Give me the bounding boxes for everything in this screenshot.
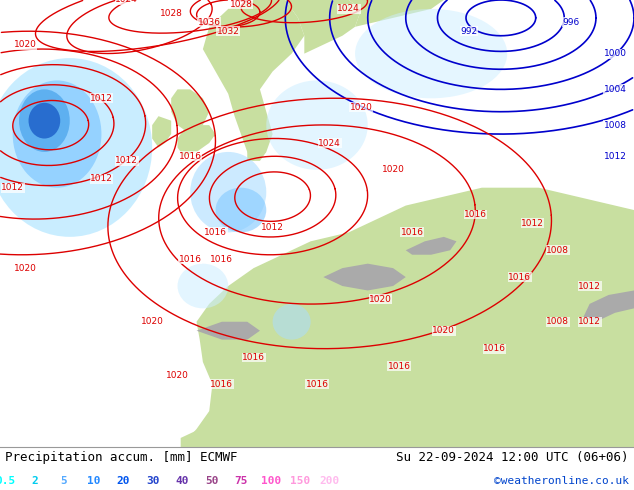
Polygon shape (425, 331, 463, 375)
Text: 1020: 1020 (432, 326, 455, 335)
Text: 1024: 1024 (115, 0, 138, 4)
Text: 1016: 1016 (388, 362, 411, 371)
Text: 1016: 1016 (483, 344, 506, 353)
Ellipse shape (273, 304, 311, 340)
Text: 100: 100 (261, 475, 281, 486)
Ellipse shape (29, 103, 60, 139)
Text: 1036: 1036 (198, 18, 221, 27)
Text: 20: 20 (117, 475, 130, 486)
Text: 50: 50 (205, 475, 218, 486)
Text: 1024: 1024 (337, 4, 360, 13)
Polygon shape (181, 384, 634, 447)
Ellipse shape (0, 58, 152, 237)
Polygon shape (393, 264, 482, 331)
Text: 1020: 1020 (350, 103, 373, 112)
Text: 1008: 1008 (547, 317, 569, 326)
Polygon shape (583, 291, 634, 322)
Text: 1012: 1012 (261, 223, 284, 232)
Text: 1012: 1012 (90, 174, 113, 183)
Polygon shape (171, 89, 209, 134)
Text: 1020: 1020 (14, 264, 37, 272)
Text: 1016: 1016 (179, 255, 202, 264)
Text: 1016: 1016 (464, 210, 487, 219)
Polygon shape (323, 264, 406, 291)
Polygon shape (197, 322, 260, 340)
Ellipse shape (178, 264, 228, 308)
Text: 1016: 1016 (210, 255, 233, 264)
Polygon shape (181, 188, 634, 447)
Text: 1024: 1024 (318, 139, 341, 147)
Text: ©weatheronline.co.uk: ©weatheronline.co.uk (494, 475, 629, 486)
Text: 1008: 1008 (547, 246, 569, 255)
Ellipse shape (13, 80, 101, 188)
Polygon shape (349, 0, 444, 27)
Polygon shape (152, 116, 171, 147)
Text: 1012: 1012 (578, 281, 601, 291)
Text: 1020: 1020 (369, 295, 392, 304)
Text: 200: 200 (320, 475, 340, 486)
Text: 10: 10 (87, 475, 100, 486)
Text: 1016: 1016 (242, 353, 265, 362)
Text: 1016: 1016 (306, 380, 328, 389)
Ellipse shape (190, 152, 266, 232)
Text: 1012: 1012 (578, 317, 601, 326)
Text: 0.5: 0.5 (0, 475, 15, 486)
Text: 1016: 1016 (210, 380, 233, 389)
Polygon shape (520, 299, 634, 358)
Text: 1012: 1012 (521, 219, 544, 228)
Polygon shape (406, 237, 456, 255)
Text: 1020: 1020 (14, 40, 37, 49)
Text: 992: 992 (460, 27, 478, 36)
Polygon shape (285, 0, 361, 53)
Ellipse shape (19, 89, 70, 152)
Text: 2: 2 (31, 475, 38, 486)
Text: 1012: 1012 (115, 156, 138, 166)
Text: 30: 30 (146, 475, 159, 486)
Text: Precipitation accum. [mm] ECMWF: Precipitation accum. [mm] ECMWF (5, 451, 238, 464)
Text: 1000: 1000 (604, 49, 626, 58)
Text: 75: 75 (235, 475, 248, 486)
Text: 1028: 1028 (230, 0, 252, 9)
Polygon shape (178, 125, 216, 156)
Text: 1012: 1012 (90, 94, 113, 103)
Text: 1016: 1016 (508, 272, 531, 282)
Text: Su 22-09-2024 12:00 UTC (06+06): Su 22-09-2024 12:00 UTC (06+06) (396, 451, 629, 464)
Polygon shape (203, 0, 304, 161)
Text: 1020: 1020 (382, 165, 404, 174)
Text: 1016: 1016 (401, 228, 424, 237)
Text: 1012: 1012 (604, 152, 626, 161)
Text: 40: 40 (176, 475, 189, 486)
Text: 1016: 1016 (179, 152, 202, 161)
Ellipse shape (216, 188, 266, 232)
Text: 1028: 1028 (160, 9, 183, 18)
Text: 1012: 1012 (1, 183, 24, 192)
Text: 5: 5 (61, 475, 67, 486)
Ellipse shape (266, 80, 368, 170)
Text: 1020: 1020 (141, 317, 164, 326)
Text: 150: 150 (290, 475, 310, 486)
Text: 1020: 1020 (166, 371, 189, 380)
Text: 996: 996 (562, 18, 579, 27)
Text: 1032: 1032 (217, 27, 240, 36)
Text: 1008: 1008 (604, 121, 626, 130)
Polygon shape (317, 304, 361, 362)
Ellipse shape (355, 9, 507, 98)
Text: 1004: 1004 (604, 85, 626, 94)
Polygon shape (247, 147, 266, 161)
Text: 1016: 1016 (204, 228, 227, 237)
